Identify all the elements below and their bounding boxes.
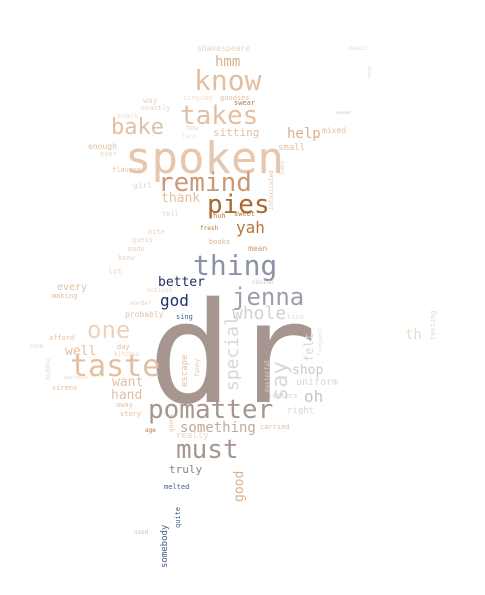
- word: sing: [176, 313, 193, 321]
- word: singing: [183, 94, 213, 102]
- word: mixed: [322, 126, 347, 135]
- word: notices: [147, 287, 173, 294]
- word: truly: [169, 463, 203, 476]
- word: ever: [100, 150, 117, 158]
- word: funny: [194, 358, 201, 377]
- word: couldn: [252, 279, 274, 286]
- word: books: [209, 238, 231, 246]
- word: hand: [111, 388, 143, 403]
- word: goodies: [220, 94, 250, 102]
- word: away: [116, 401, 133, 409]
- word: thank: [161, 191, 201, 206]
- word: making: [52, 292, 78, 300]
- word: kitchen: [114, 351, 140, 358]
- word: small: [278, 143, 306, 153]
- word: age: [145, 427, 156, 434]
- word: oh: [304, 387, 324, 406]
- word: baby: [279, 160, 286, 175]
- word: fresh: [200, 225, 219, 232]
- word: yah: [236, 218, 265, 237]
- word: room: [29, 343, 44, 350]
- word: must: [176, 435, 239, 465]
- word: swear: [234, 99, 256, 107]
- word: huh: [213, 212, 226, 220]
- word: right: [287, 406, 315, 416]
- word: middle: [45, 358, 52, 380]
- word: spoken: [125, 133, 284, 184]
- word: seemed: [336, 110, 351, 115]
- word: escape: [180, 354, 190, 387]
- word: pies: [207, 190, 270, 220]
- word: taste: [70, 349, 161, 384]
- word: probably: [125, 310, 164, 319]
- word: masterful: [264, 359, 271, 392]
- word: gonna: [168, 413, 175, 432]
- word: somebody: [160, 524, 170, 568]
- word: afford: [49, 334, 75, 342]
- word: one: [87, 316, 131, 344]
- word: snack: [117, 112, 139, 120]
- word: kind: [287, 313, 304, 321]
- word: shakespeare: [197, 44, 250, 53]
- word: used: [134, 529, 149, 536]
- word: bake: [111, 115, 164, 140]
- word: something: [180, 420, 256, 436]
- word: well: [65, 344, 97, 359]
- word: day: [117, 343, 130, 351]
- word: tell: [162, 210, 179, 218]
- word: good: [232, 470, 247, 502]
- word: th: [405, 327, 422, 343]
- word: hear: [367, 65, 373, 78]
- word: guess: [132, 236, 154, 244]
- word: frequent: [317, 327, 324, 356]
- word: sweet: [234, 210, 256, 218]
- word: dr: [148, 273, 317, 436]
- word: god: [160, 291, 189, 310]
- word: know: [194, 64, 262, 97]
- word: sometimes: [215, 360, 221, 388]
- word: jenna: [232, 283, 305, 311]
- word: special: [222, 315, 243, 391]
- word: enough: [88, 142, 117, 151]
- word: want: [112, 375, 144, 390]
- word: sirens: [52, 384, 78, 392]
- word: knew: [118, 254, 135, 262]
- word: testing: [429, 310, 437, 340]
- word: mean: [248, 244, 268, 253]
- word: girl: [133, 181, 153, 190]
- word: sitting: [213, 126, 260, 139]
- word: wonder: [130, 300, 152, 307]
- word: carried: [260, 423, 290, 431]
- word: thing: [193, 249, 278, 282]
- word: exactly: [141, 104, 171, 112]
- word: really: [176, 431, 209, 441]
- word: letters: [268, 392, 298, 400]
- word: remind: [158, 168, 252, 198]
- word: lot: [108, 267, 123, 276]
- word: felt: [302, 333, 316, 362]
- word: melted: [164, 483, 190, 491]
- word: hmm: [215, 54, 241, 70]
- word: made: [128, 245, 145, 253]
- word: story: [120, 410, 142, 418]
- word: way: [143, 96, 158, 105]
- word: music: [349, 45, 368, 52]
- word: shop: [292, 363, 324, 378]
- word: waitress: [64, 375, 89, 381]
- word: taco: [182, 133, 197, 140]
- word: how: [186, 124, 199, 132]
- word: quite: [174, 506, 182, 528]
- word: every: [57, 282, 88, 293]
- word: pomatter: [148, 395, 274, 425]
- word: help: [287, 126, 321, 142]
- word: takes: [180, 101, 259, 131]
- word: flavors: [112, 166, 142, 174]
- word: intoxicated: [268, 170, 275, 210]
- word: bite: [148, 228, 165, 236]
- word: whole: [232, 303, 287, 324]
- word: uniform: [296, 377, 339, 388]
- word: better: [158, 275, 205, 290]
